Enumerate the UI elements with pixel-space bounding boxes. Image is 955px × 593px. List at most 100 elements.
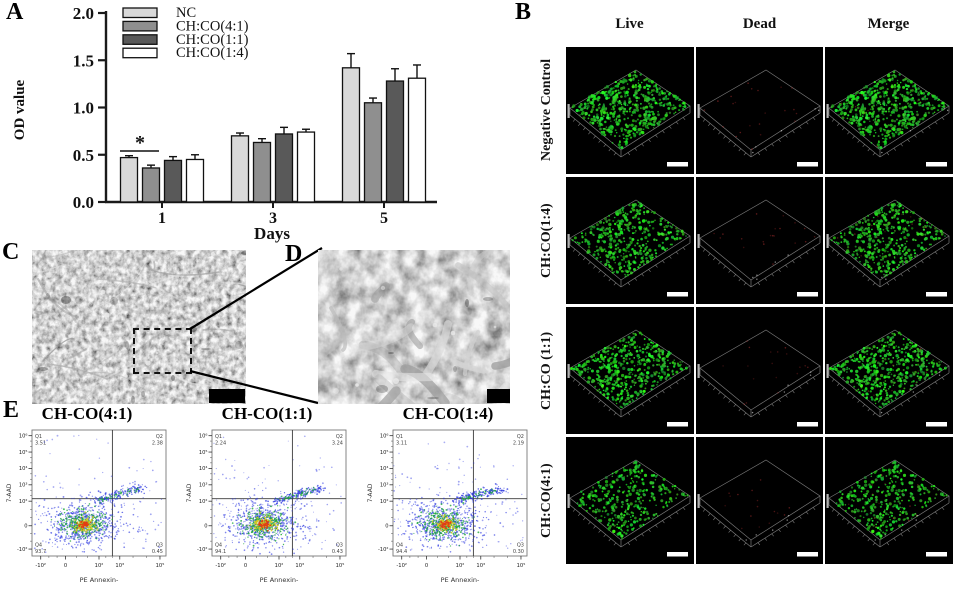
cell-dots [571,70,690,150]
cell-dots [576,460,689,540]
flow-ylabel: 7-AAD [367,483,374,502]
svg-text:0.45: 0.45 [152,549,163,555]
legend-label: CH:CO(4:1) [176,18,249,34]
od-bar-chart: 0.0 0.5 1.0 1.5 2.0 OD value Days 1 3 5 * NC CH:CO(4… [0,0,512,248]
confocal-cell-merge-row3 [825,437,953,564]
flow-xlabel: PE Annexin- [441,576,480,584]
svg-text:1.0: 1.0 [73,99,94,118]
svg-text:0: 0 [64,563,67,569]
confocal-image [825,47,953,174]
flow-plot-title-4-1: CH-CO(4:1) [41,404,133,423]
zoom-region-box [133,328,192,374]
bar [185,158,205,203]
confocal-image [566,177,694,304]
svg-text:-10²: -10² [35,563,46,569]
significance-marker: * [120,132,159,154]
svg-text:10³: 10³ [115,563,124,569]
confocal-cell-merge-row2 [825,307,953,434]
connector-line-bottom [189,369,319,405]
flow-xlabel: PE Annexin- [260,576,299,584]
connector-line-top [189,247,323,330]
bar [363,102,383,203]
scale-bar-c [209,389,245,403]
scatter-dots [393,441,524,553]
scale-bar [926,422,947,427]
svg-text:*: * [135,132,145,154]
confocal-image [825,307,953,434]
bar-chart-svg: 0.0 0.5 1.0 1.5 2.0 OD value Days 1 3 5 * NCCH:CO(4… [12,4,437,243]
svg-text:5: 5 [380,210,388,227]
flow-xlabel: PE Annexin- [80,576,119,584]
fiber-strokes [32,250,246,404]
svg-text:10²: 10² [95,563,104,569]
cell-dots [830,201,946,280]
sem-texture [32,250,246,404]
confocal-cell-dead-row3 [695,437,824,564]
flow-ylabel: 7-AAD [186,483,193,502]
bar [385,80,405,203]
cell-dots [721,340,811,414]
scale-bar [667,552,688,557]
scale-bar-d [487,389,510,403]
svg-text:Q3: Q3 [156,543,163,549]
bar [296,131,316,203]
panel-c-label: C [2,239,20,265]
scatter-dots [212,435,343,555]
bar [252,141,272,203]
legend-label: CH:CO(1:1) [176,32,249,48]
confocal-cell-live-row3 [566,437,694,564]
flow-plot-title-1-4: CH-CO(1:4) [402,404,494,423]
confocal-image [695,437,824,564]
bar [119,156,139,203]
scale-bar [667,292,688,297]
svg-text:10²: 10² [19,499,28,505]
svg-text:93.7: 93.7 [35,549,46,555]
panel-d-label: D [285,241,303,267]
row-label-negative-control: Negative Control [539,59,554,162]
confocal-image [825,437,953,564]
svg-text:3.51: 3.51 [35,441,46,447]
cell-dots [723,479,790,541]
scale-bar [796,292,818,297]
legend-swatch [122,7,158,19]
sem-magnified-image [318,250,510,404]
scale-bar [796,552,818,557]
row-label-chco-1-1: CH:CO (1:1) [539,331,554,410]
panel-a-label: A [6,0,24,25]
axes: 0.0 0.5 1.0 1.5 2.0 OD value Days 1 3 5 [12,4,437,243]
confocal-cell-live-row2 [566,307,694,434]
confocal-cell-dead-row2 [695,307,824,434]
scale-bar [926,162,947,167]
cell-dots [571,201,687,278]
scale-bar [926,552,947,557]
column-header-dead: Dead [742,16,777,32]
confocal-image [566,47,694,174]
confocal-cell-dead-row0 [695,47,824,174]
confocal-image [825,177,953,304]
legend-label: CH:CO(1:4) [176,45,249,61]
confocal-cell-live-row1 [566,177,694,304]
scatter-dots [33,434,163,553]
cell-dots [828,331,947,414]
scale-bar [667,422,688,427]
legend-swatch [122,47,158,59]
confocal-cell-dead-row1 [695,177,824,304]
svg-text:0.5: 0.5 [73,146,94,165]
svg-text:0: 0 [24,524,27,530]
svg-text:2.0: 2.0 [73,4,94,23]
confocal-image [695,177,824,304]
confocal-cell-merge-row1 [825,177,953,304]
confocal-image [695,307,824,434]
sem-overview-image [32,250,246,404]
bar [407,77,427,203]
bars [119,52,427,203]
